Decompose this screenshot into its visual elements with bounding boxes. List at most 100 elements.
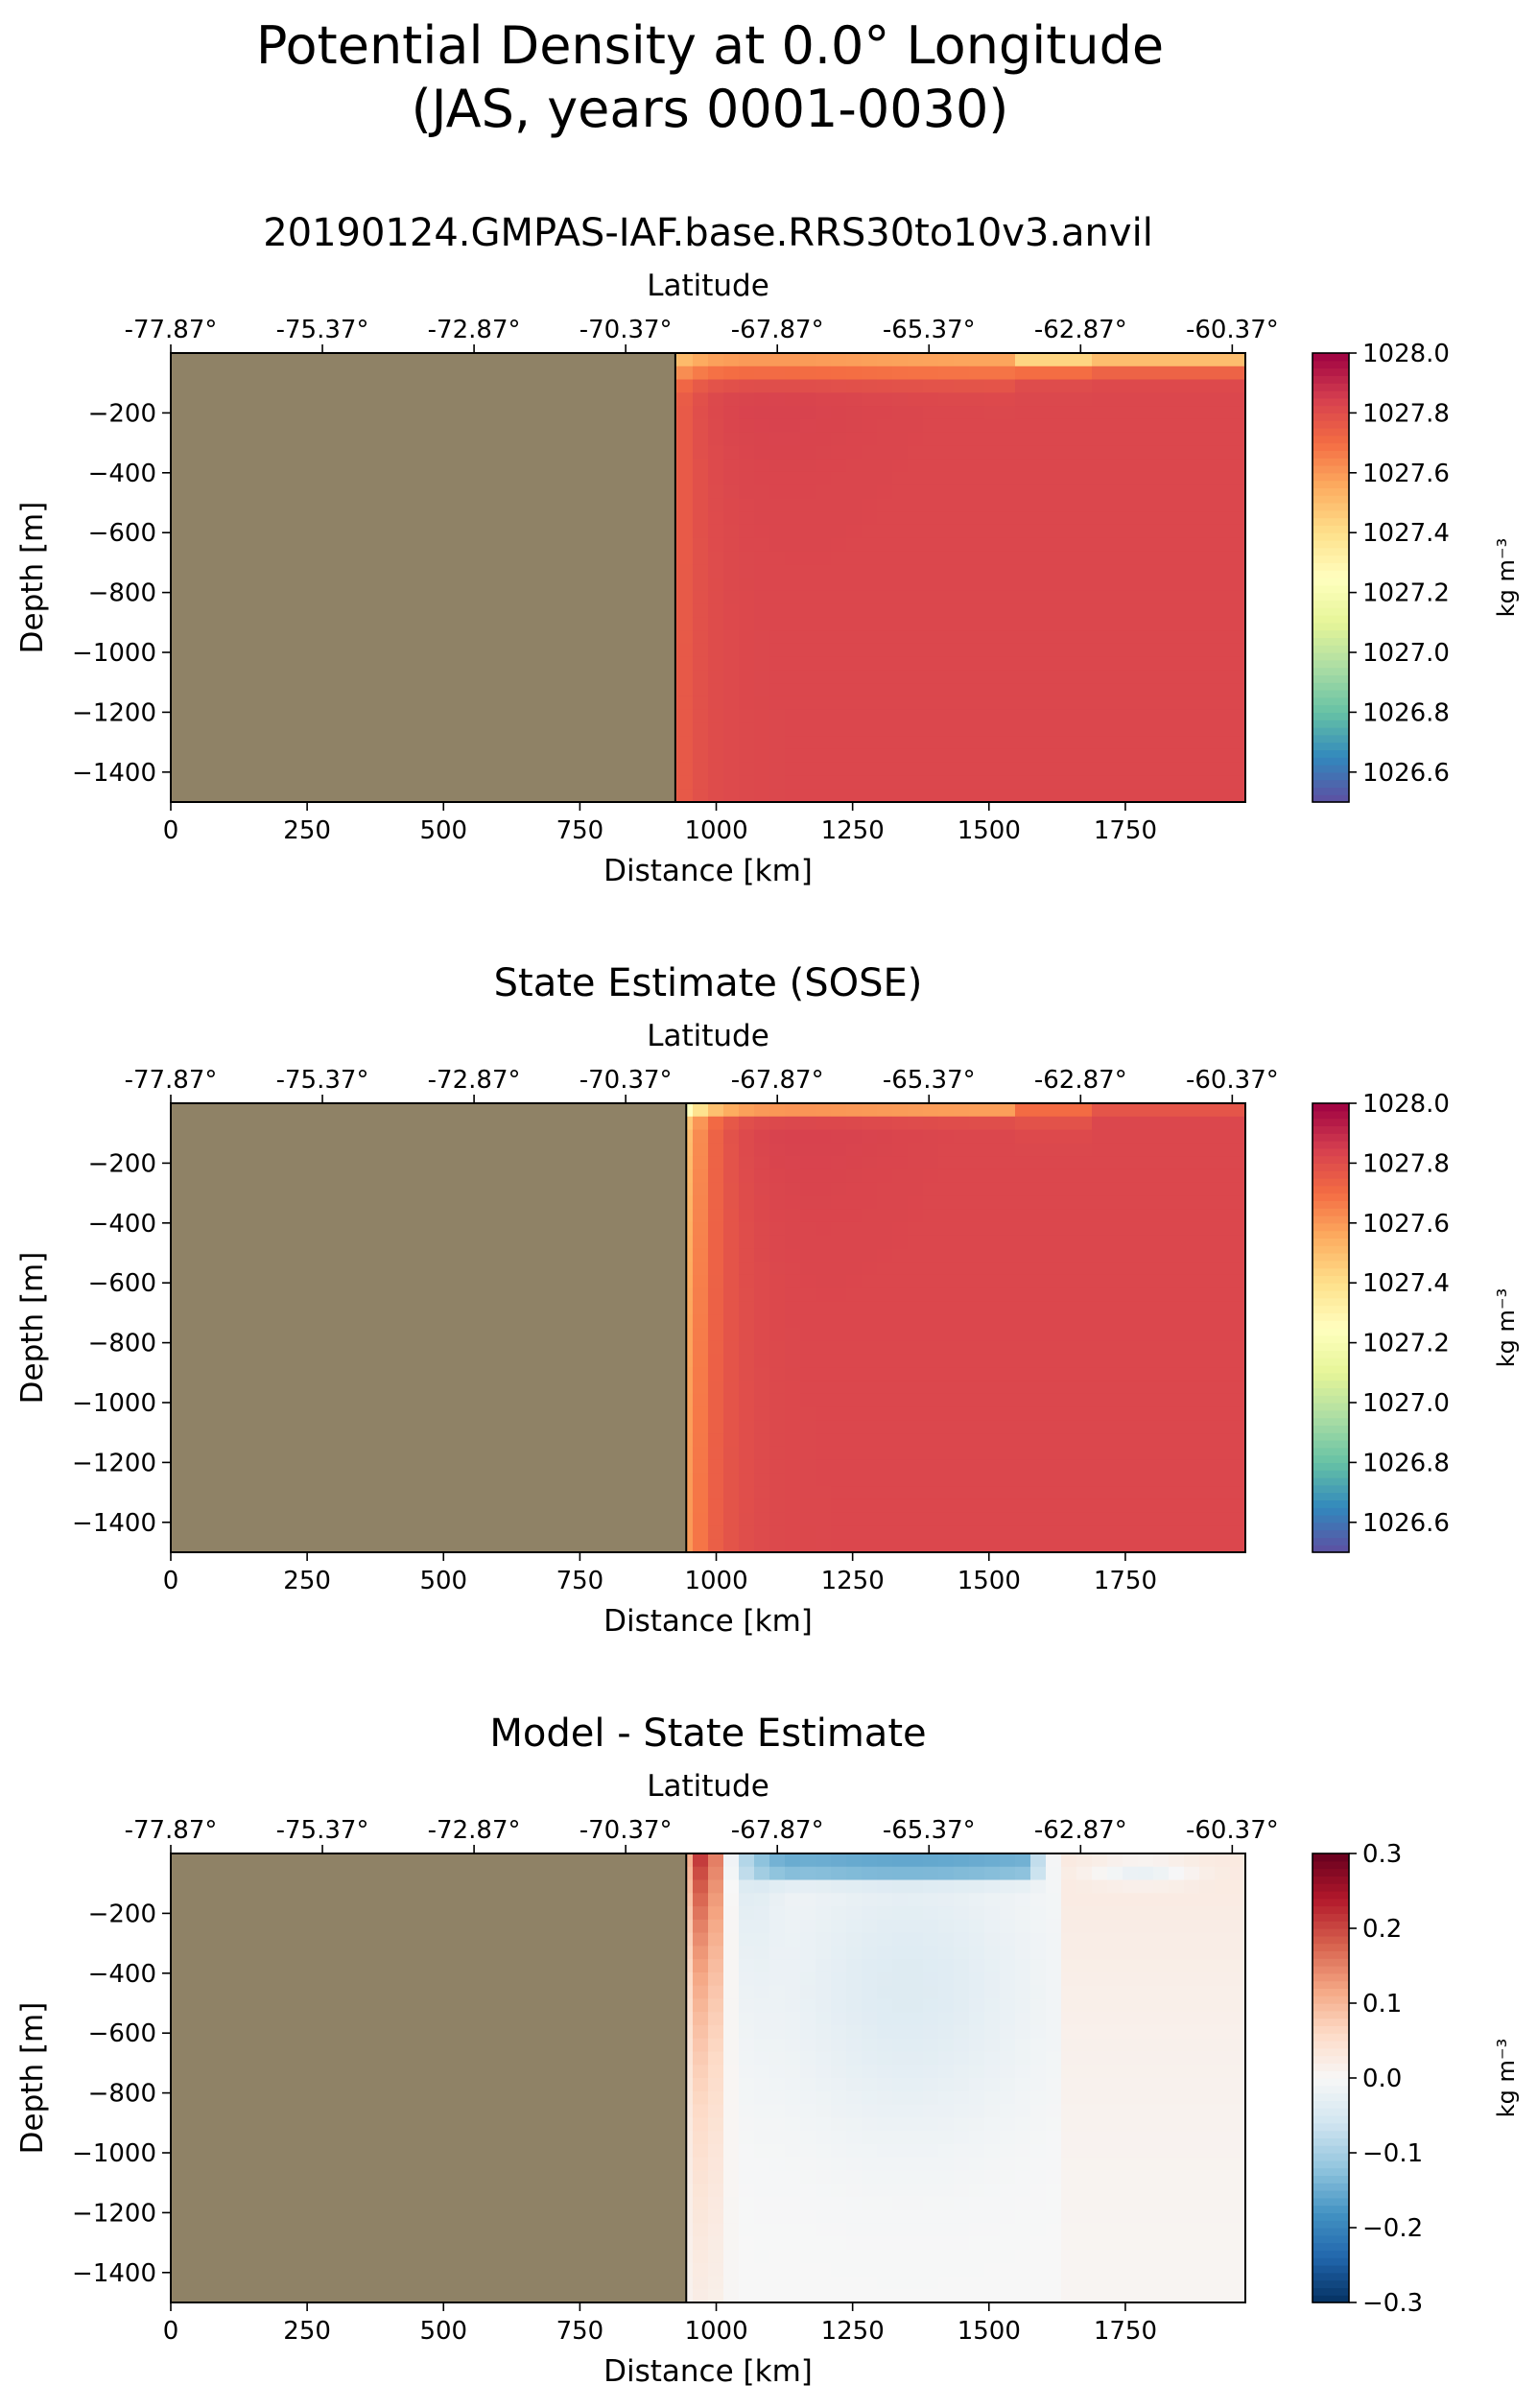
heatmap-cell <box>1215 1433 1231 1448</box>
heatmap-cell <box>1123 392 1139 407</box>
heatmap-cell <box>877 511 893 526</box>
heatmap-cell <box>800 2131 816 2145</box>
heatmap-cell <box>1092 484 1108 500</box>
heatmap-cell <box>1030 1221 1047 1237</box>
heatmap-cell <box>708 2038 724 2053</box>
heatmap-cell <box>831 459 847 473</box>
heatmap-cell <box>938 590 955 605</box>
heatmap-cell <box>831 656 847 671</box>
heatmap-cell <box>1123 2289 1139 2303</box>
heatmap-cell <box>1123 1919 1139 1934</box>
heatmap-cell <box>1107 459 1123 473</box>
heatmap-cell <box>831 670 847 684</box>
heatmap-cell <box>723 2223 740 2237</box>
heatmap-cell <box>1230 748 1246 764</box>
heatmap-cell <box>954 683 970 697</box>
heatmap-cell <box>1076 1420 1093 1434</box>
top-x-tick-label: -67.87° <box>731 1066 824 1095</box>
heatmap-cell <box>1107 1381 1123 1395</box>
y-tick-label: −1400 <box>72 1509 156 1538</box>
heatmap-cell <box>1046 524 1062 539</box>
heatmap-cell <box>693 1156 709 1170</box>
heatmap-cell <box>908 762 924 777</box>
heatmap-cell <box>1046 1274 1062 1289</box>
heatmap-cell <box>862 1314 878 1329</box>
heatmap-cell <box>862 2065 878 2079</box>
heatmap-cell <box>1000 1116 1016 1131</box>
heatmap-cell <box>769 2078 786 2092</box>
heatmap-cell <box>739 1919 755 1934</box>
heatmap-cell <box>846 1853 863 1868</box>
heatmap-cell <box>816 1525 832 1540</box>
colorbar-segment <box>1312 1110 1349 1120</box>
heatmap-cell <box>785 1103 801 1118</box>
heatmap-cell <box>1230 418 1246 434</box>
top-x-tick-label: -72.87° <box>428 1066 521 1095</box>
heatmap-cell <box>686 1328 694 1342</box>
heatmap-cell <box>1046 1499 1062 1514</box>
heatmap-cell <box>769 590 786 605</box>
heatmap-cell <box>938 1525 955 1540</box>
heatmap-cell <box>816 2196 832 2211</box>
heatmap-cell <box>984 1221 1001 1237</box>
heatmap-cell <box>785 722 801 737</box>
heatmap-cell <box>1092 471 1108 486</box>
heatmap-cell <box>1215 484 1231 500</box>
heatmap-cell <box>785 1866 801 1881</box>
heatmap-cell <box>846 1525 863 1540</box>
heatmap-cell <box>1230 1116 1246 1131</box>
heatmap-cell <box>923 1473 939 1487</box>
heatmap-cell <box>938 1486 955 1500</box>
heatmap-cell <box>723 1998 740 2013</box>
heatmap-cell <box>686 1314 694 1329</box>
heatmap-cell <box>1015 1853 1031 1868</box>
heatmap-cell <box>846 1209 863 1223</box>
heatmap-cell <box>831 1129 847 1144</box>
heatmap-cell <box>862 484 878 500</box>
heatmap-cell <box>785 1446 801 1461</box>
heatmap-cell <box>1199 2223 1216 2237</box>
heatmap-cell <box>954 603 970 618</box>
heatmap-cell <box>892 696 909 711</box>
heatmap-cell <box>1076 2131 1093 2145</box>
colorbar-tick-label: 1028.0 <box>1362 1090 1450 1119</box>
heatmap-cell <box>892 471 909 486</box>
heatmap-cell <box>723 2170 740 2184</box>
heatmap-cell <box>785 1879 801 1894</box>
heatmap-cell <box>1046 1314 1062 1329</box>
heatmap-cell <box>1184 1919 1200 1934</box>
heatmap-cell <box>1000 392 1016 407</box>
heatmap-cell <box>785 1129 801 1144</box>
heatmap-cell <box>1015 1340 1031 1356</box>
heatmap-cell <box>877 1525 893 1540</box>
colorbar-segment <box>1312 1470 1349 1478</box>
heatmap-cell <box>723 1932 740 1947</box>
heatmap-cell <box>1046 2117 1062 2132</box>
heatmap-cell <box>693 2196 709 2211</box>
heatmap-cell <box>1076 1287 1093 1303</box>
heatmap-cell <box>708 1853 724 1868</box>
heatmap-cell <box>1199 1906 1216 1921</box>
heatmap-cell <box>862 353 878 367</box>
heatmap-cell <box>708 2236 724 2251</box>
heatmap-cell <box>1153 1103 1170 1118</box>
x-tick-label: 1250 <box>821 1567 885 1595</box>
heatmap-cell <box>816 1195 832 1210</box>
heatmap-cell <box>846 1512 863 1527</box>
heatmap-cell <box>984 1959 1001 1973</box>
colorbar-segment <box>1312 1118 1349 1126</box>
heatmap-cell <box>1000 1143 1016 1157</box>
heatmap-cell <box>739 722 755 737</box>
heatmap-cell <box>708 670 724 684</box>
heatmap-cell <box>1199 1525 1216 1540</box>
heatmap-cell <box>877 2078 893 2092</box>
y-tick-label: −600 <box>88 2019 156 2048</box>
heatmap-cell <box>846 1262 863 1276</box>
heatmap-cell <box>984 617 1001 631</box>
heatmap-cell <box>1138 1301 1154 1315</box>
heatmap-cell <box>846 459 863 473</box>
heatmap-cell <box>754 432 770 446</box>
heatmap-cell <box>984 524 1001 539</box>
heatmap-cell <box>1199 1932 1216 1947</box>
heatmap-cell <box>1092 590 1108 605</box>
